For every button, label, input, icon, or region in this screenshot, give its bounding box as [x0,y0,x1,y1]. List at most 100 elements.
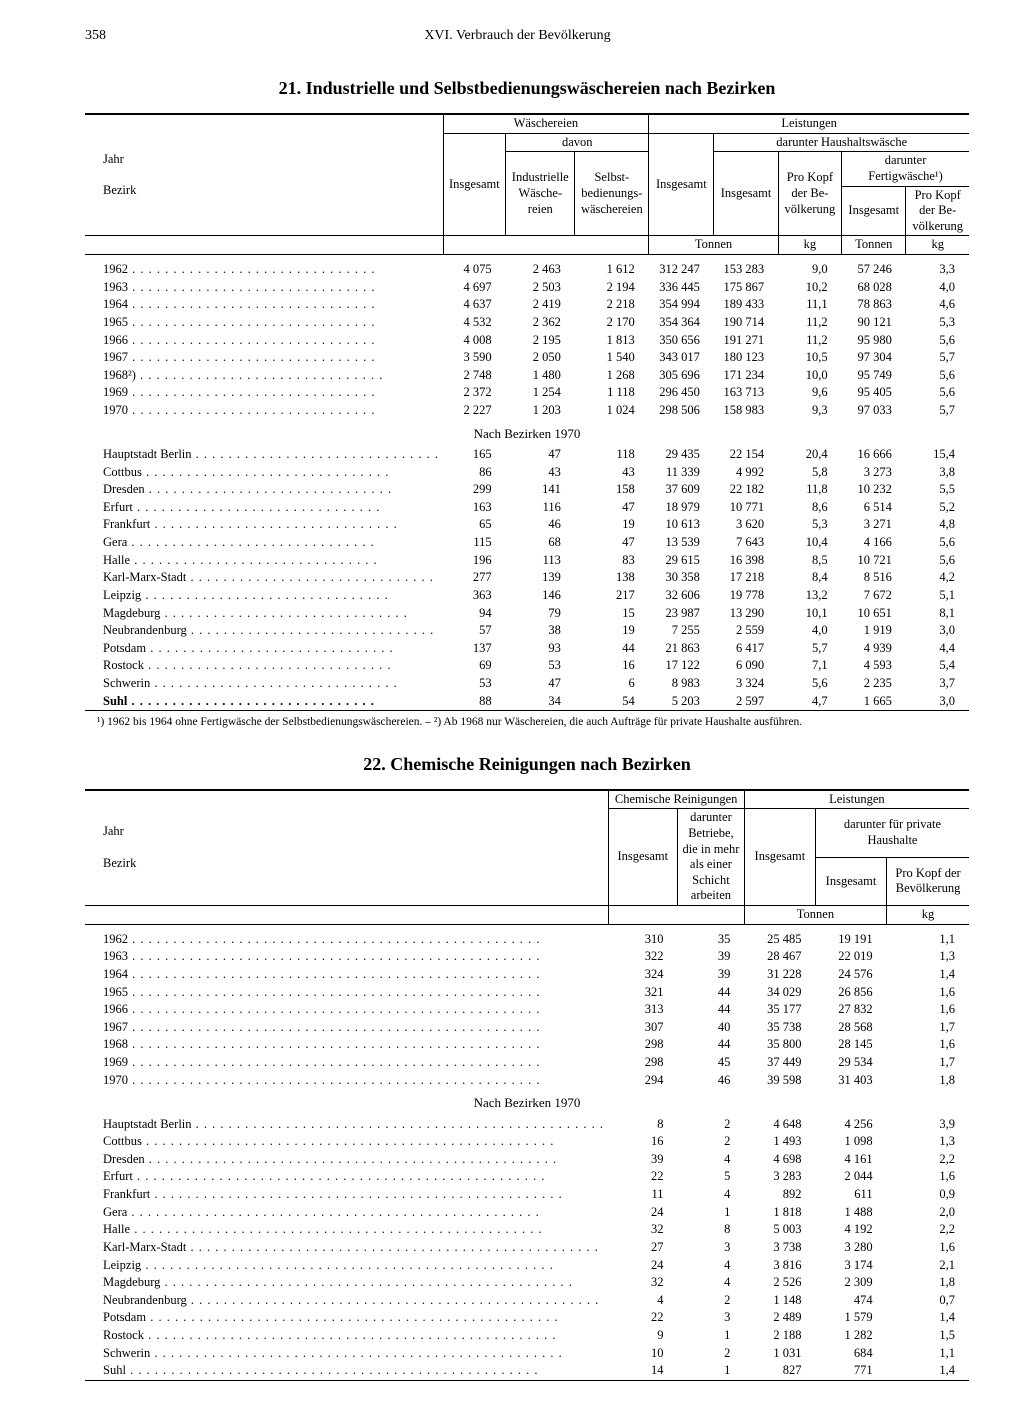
row-value: 2 194 [575,279,649,297]
row-value: 5,6 [906,367,969,385]
row-label: Suhl [85,1362,608,1380]
row-value: 23 987 [649,605,714,623]
row-label: 1965 [85,984,608,1002]
row-value: 4 [608,1292,678,1310]
row-value: 25 485 [744,931,815,949]
row-value: 45 [678,1054,745,1072]
row-value: 31 403 [815,1072,886,1090]
row-value: 892 [744,1186,815,1204]
table22: Jahr Bezirk Chemische Reinigungen Leistu… [85,789,969,1381]
hdr-kg2: kg [906,236,969,255]
row-value: 15 [575,605,649,623]
row-value: 1 [678,1362,745,1380]
row-value: 10,4 [778,534,841,552]
row-value: 19 [575,516,649,534]
row-value: 21 863 [649,640,714,658]
row-value: 35 800 [744,1036,815,1054]
row-value: 5,6 [906,384,969,402]
row-value: 3 271 [842,516,906,534]
row-value: 3,8 [906,464,969,482]
table-row: Frankfurt65461910 6133 6205,33 2714,8 [85,516,969,534]
row-value: 350 656 [649,332,714,350]
row-value: 19 [575,622,649,640]
row-label: 1965 [85,314,443,332]
table-row: Halle3285 0034 1922,2 [85,1221,969,1239]
row-value: 2 748 [443,367,506,385]
hdr-ins2: Insgesamt [649,133,714,236]
row-value: 5,4 [906,657,969,675]
row-value: 22 019 [815,948,886,966]
hdr-fertig: darunter Fertigwäsche¹) [842,152,969,186]
row-value: 1 203 [506,402,575,420]
row-value: 47 [506,675,575,693]
row-value: 29 534 [815,1054,886,1072]
row-value: 10 771 [714,499,778,517]
row-value: 39 [608,1151,678,1169]
row-value: 69 [443,657,506,675]
row-label: 1966 [85,332,443,350]
row-value: 29 615 [649,552,714,570]
row-value: 363 [443,587,506,605]
table-row: 19673074035 73828 5681,7 [85,1019,969,1037]
row-value: 115 [443,534,506,552]
table22-years-body: 19623103525 48519 1911,119633223928 4672… [85,924,969,1089]
row-label: Schwerin [85,1345,608,1363]
row-value: 1,7 [887,1054,969,1072]
hdr22-tonnen: Tonnen [744,906,886,925]
row-label: 1963 [85,279,443,297]
row-value: 2 503 [506,279,575,297]
row-value: 37 449 [744,1054,815,1072]
hdr22-prokopf: Pro Kopf der Bevölkerung [887,857,969,905]
row-value: 8,6 [778,499,841,517]
row-value: 4 161 [815,1151,886,1169]
row-value: 1 268 [575,367,649,385]
row-value: 4 166 [842,534,906,552]
row-value: 3 280 [815,1239,886,1257]
row-label: Schwerin [85,675,443,693]
row-value: 57 246 [842,261,906,279]
table-row: Halle1961138329 61516 3988,510 7215,6 [85,552,969,570]
row-value: 2 463 [506,261,575,279]
row-value: 2,2 [887,1151,969,1169]
row-value: 3,7 [906,675,969,693]
row-value: 2 362 [506,314,575,332]
row-value: 5,5 [906,481,969,499]
row-value: 4 256 [815,1116,886,1134]
table22-title: 22. Chemische Reinigungen nach Bezirken [85,754,969,775]
row-value: 2 218 [575,296,649,314]
row-value: 189 433 [714,296,778,314]
row-value: 7 255 [649,622,714,640]
row-value: 5,6 [906,332,969,350]
row-value: 299 [443,481,506,499]
page-number: 358 [85,28,106,44]
row-label: 1969 [85,1054,608,1072]
table-row: 19654 5322 3622 170354 364190 71411,290 … [85,314,969,332]
row-value: 10,0 [778,367,841,385]
row-label: Halle [85,552,443,570]
page-container: 358 XVI. Verbrauch der Bevölkerung 21. I… [0,0,1024,1421]
row-label: 1963 [85,948,608,966]
row-value: 97 304 [842,349,906,367]
row-value: 1,6 [887,984,969,1002]
table21-bezirk-body: Hauptstadt Berlin1654711829 43522 15420,… [85,446,969,711]
row-value: 13 290 [714,605,778,623]
row-value: 10 232 [842,481,906,499]
table-row: Karl-Marx-Stadt2733 7383 2801,6 [85,1239,969,1257]
table21-subhead-body: Nach Bezirken 1970 [85,420,969,446]
row-value: 611 [815,1186,886,1204]
row-value: 118 [575,446,649,464]
row-value: 95 405 [842,384,906,402]
row-value: 2 419 [506,296,575,314]
row-value: 5,1 [906,587,969,605]
row-label: 1962 [85,261,443,279]
row-value: 1 612 [575,261,649,279]
row-value: 16 [575,657,649,675]
row-value: 0,7 [887,1292,969,1310]
hdr22-leist: Leistungen [744,790,969,809]
row-value: 44 [678,984,745,1002]
row-label: 1962 [85,931,608,949]
row-value: 2 [678,1116,745,1134]
row-value: 2 372 [443,384,506,402]
row-value: 1 813 [575,332,649,350]
row-value: 90 121 [842,314,906,332]
